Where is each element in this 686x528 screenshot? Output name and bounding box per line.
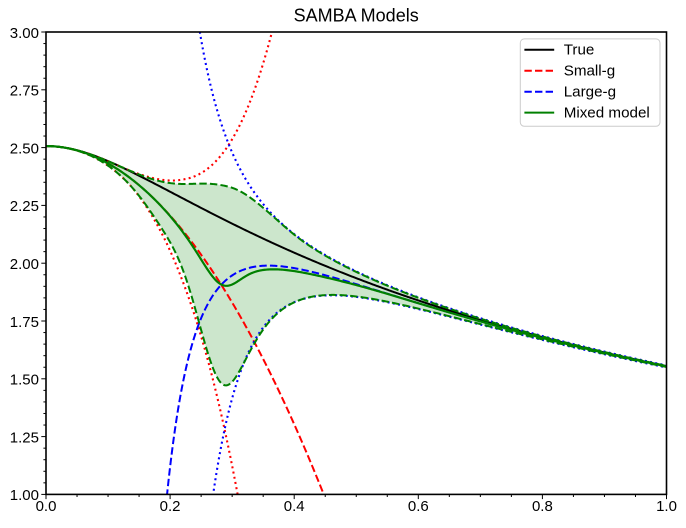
svg-text:0.0: 0.0 xyxy=(36,498,57,515)
svg-text:Mixed model: Mixed model xyxy=(564,105,650,122)
svg-text:2.75: 2.75 xyxy=(10,83,39,100)
svg-text:0.2: 0.2 xyxy=(160,498,181,515)
svg-text:SAMBA Models: SAMBA Models xyxy=(294,6,419,26)
svg-text:1.25: 1.25 xyxy=(10,429,39,446)
svg-text:1.00: 1.00 xyxy=(10,487,39,504)
svg-text:3.00: 3.00 xyxy=(10,25,39,42)
svg-text:1.50: 1.50 xyxy=(10,372,39,389)
svg-text:1.0: 1.0 xyxy=(656,498,677,515)
svg-text:1.75: 1.75 xyxy=(10,314,39,331)
svg-text:0.4: 0.4 xyxy=(284,498,305,515)
svg-text:0.8: 0.8 xyxy=(532,498,553,515)
svg-text:Small-g: Small-g xyxy=(564,63,615,80)
svg-text:2.50: 2.50 xyxy=(10,140,39,157)
svg-text:0.6: 0.6 xyxy=(408,498,429,515)
svg-text:2.00: 2.00 xyxy=(10,256,39,273)
svg-text:True: True xyxy=(564,42,595,59)
svg-text:Large-g: Large-g xyxy=(564,84,616,101)
svg-text:2.25: 2.25 xyxy=(10,198,39,215)
